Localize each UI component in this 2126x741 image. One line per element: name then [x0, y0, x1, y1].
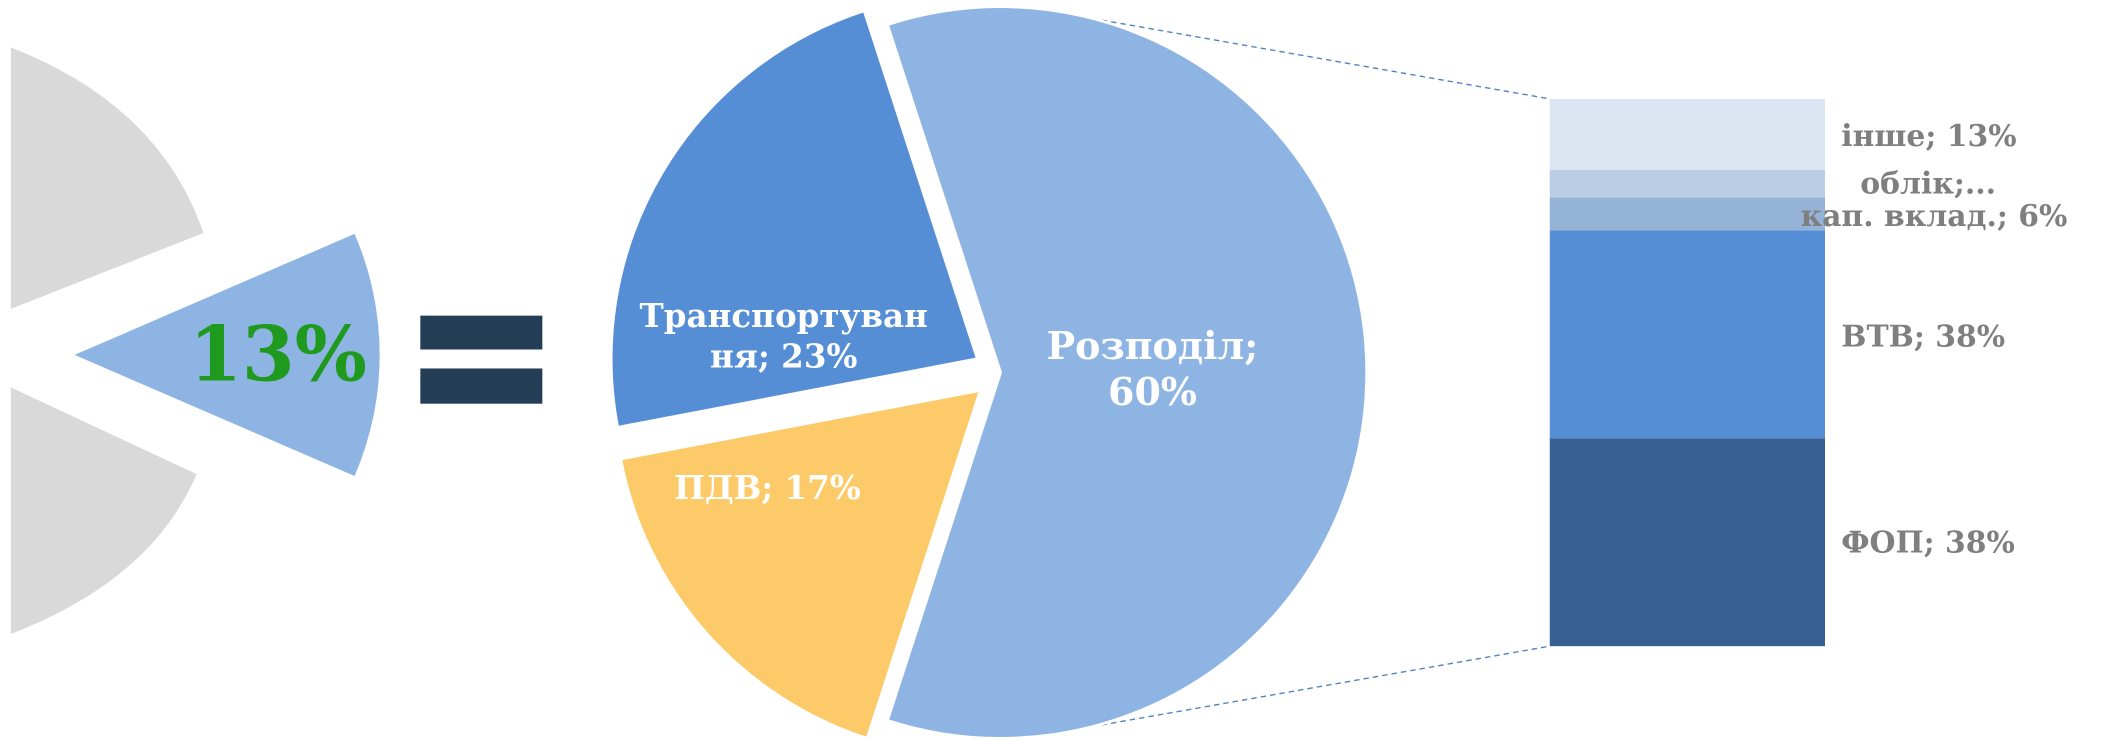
bar-segment — [1549, 197, 1825, 231]
connector — [1064, 12, 1550, 100]
slice-label: Транспортуван — [640, 296, 928, 335]
bar-segment — [1549, 230, 1825, 439]
equals-bar — [420, 368, 543, 404]
gray-slice — [10, 47, 204, 309]
gray-slice — [10, 387, 197, 634]
segment-label: ВТВ; 38% — [1841, 320, 2005, 355]
equals-bar — [420, 315, 543, 350]
pie-slice — [609, 9, 980, 429]
pie-slice — [74, 233, 380, 476]
segment-label: ФОП; 38% — [1841, 526, 2015, 561]
bar-segment — [1549, 170, 1825, 198]
slice-label: 13% — [189, 309, 367, 398]
slice-label: ПДВ; 17% — [674, 468, 861, 507]
pie-slice — [619, 388, 983, 741]
slice-label: Розподіл; — [1047, 323, 1259, 368]
connector — [1064, 645, 1550, 733]
bar-segment — [1549, 438, 1825, 647]
slice-label: ня; 23% — [710, 336, 857, 375]
bar-segment — [1549, 98, 1825, 171]
slice-label: 60% — [1108, 369, 1197, 414]
segment-label: облік;... — [1860, 167, 1996, 202]
pie-slice — [885, 5, 1368, 740]
segment-label: інше; 13% — [1841, 119, 2016, 154]
segment-label: кап. вклад.; 6% — [1801, 199, 2068, 234]
